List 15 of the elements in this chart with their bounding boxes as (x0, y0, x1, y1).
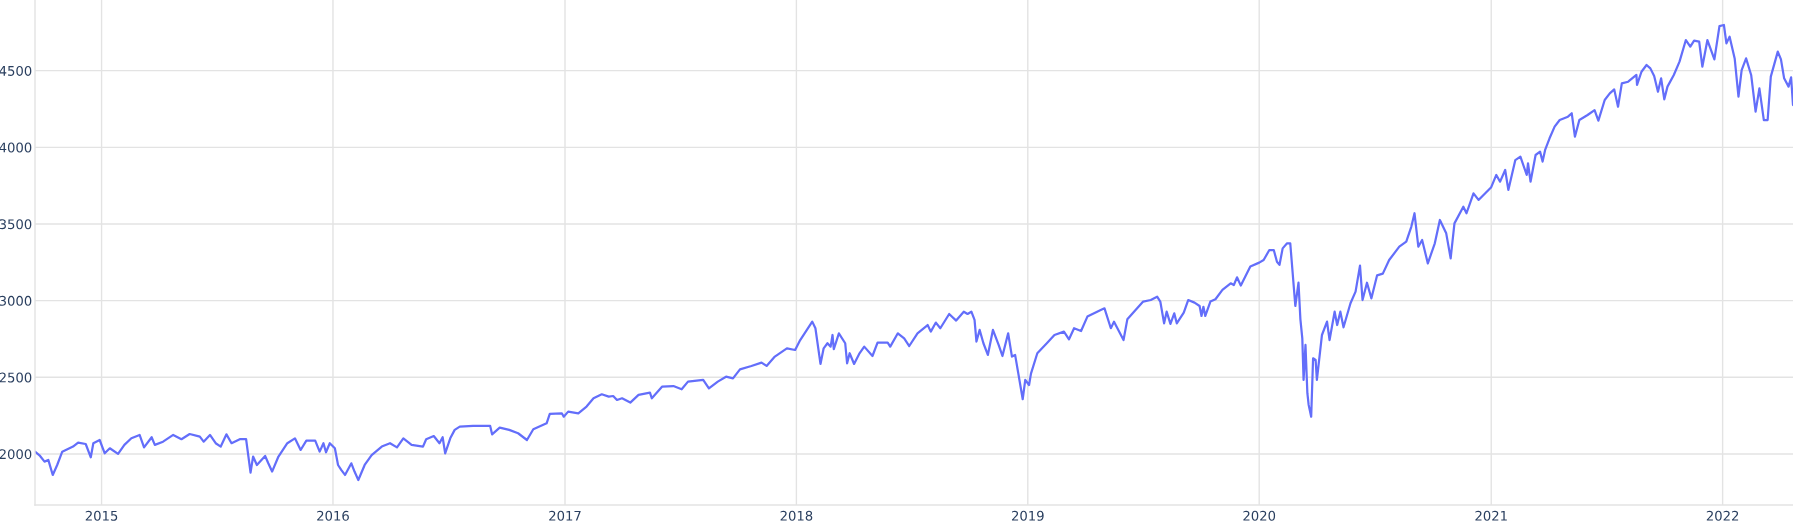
x-tick-label: 2018 (780, 510, 813, 521)
x-tick-label: 2020 (1243, 510, 1276, 521)
y-tick-label: 2500 (0, 372, 32, 383)
x-tick-label: 2016 (317, 510, 349, 521)
y-tick-label: 3000 (0, 295, 32, 306)
y-tick-label: 3500 (0, 219, 32, 230)
x-tick-label: 2017 (549, 510, 581, 521)
y-tick-label: 4500 (0, 65, 32, 76)
x-tick-label: 2015 (85, 510, 118, 521)
x-tick-label: 2019 (1011, 510, 1044, 521)
x-tick-label: 2022 (1706, 510, 1739, 521)
y-tick-label: 4000 (0, 142, 32, 153)
x-tick-label: 2021 (1475, 510, 1507, 521)
line-series (35, 23, 1793, 482)
y-tick-label: 2000 (0, 449, 32, 460)
